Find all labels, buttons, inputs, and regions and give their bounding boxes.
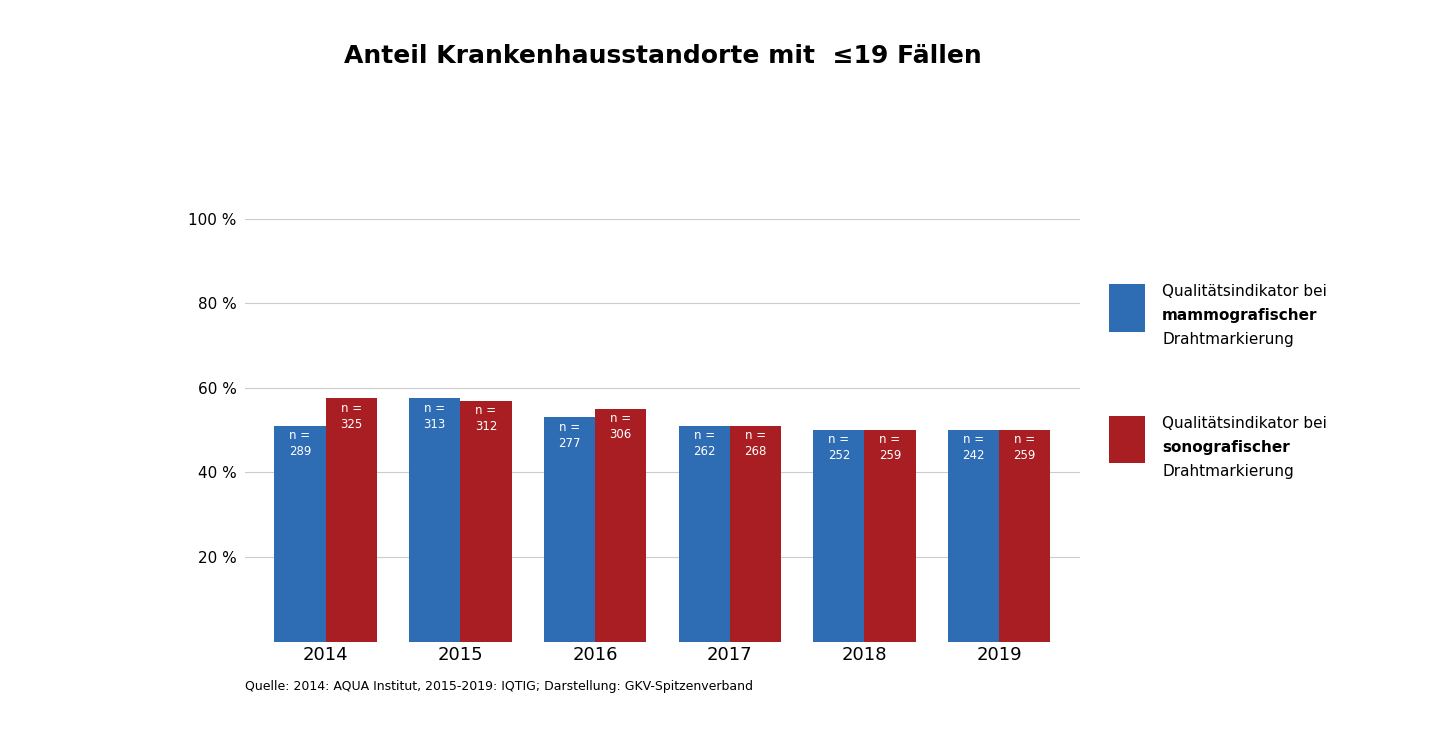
Text: Anteil Krankenhausstandorte mit  ≤19 Fällen: Anteil Krankenhausstandorte mit ≤19 Fäll… <box>344 44 981 68</box>
Text: n =
325: n = 325 <box>340 402 363 431</box>
Bar <box>595 409 647 642</box>
Text: n =
289: n = 289 <box>289 429 311 459</box>
Bar <box>1109 416 1145 463</box>
Bar <box>461 400 511 642</box>
Bar <box>864 430 916 642</box>
Text: n =
262: n = 262 <box>693 429 716 459</box>
Bar <box>948 430 999 642</box>
Text: n =
259: n = 259 <box>1014 434 1035 462</box>
Bar <box>678 426 730 642</box>
Bar <box>275 426 325 642</box>
Bar <box>814 430 864 642</box>
Text: n =
252: n = 252 <box>828 434 850 462</box>
Text: n =
277: n = 277 <box>559 421 580 450</box>
Text: sonografischer: sonografischer <box>1162 440 1290 455</box>
Text: Qualitätsindikator bei: Qualitätsindikator bei <box>1162 284 1326 300</box>
Text: n =
268: n = 268 <box>744 429 766 459</box>
Bar <box>1109 284 1145 332</box>
Bar <box>730 426 780 642</box>
Text: n =
313: n = 313 <box>423 402 446 431</box>
Text: Qualitätsindikator bei: Qualitätsindikator bei <box>1162 416 1326 431</box>
Text: n =
306: n = 306 <box>609 413 632 441</box>
Bar <box>325 398 377 642</box>
Text: Drahtmarkierung: Drahtmarkierung <box>1162 464 1293 479</box>
Text: Quelle: 2014: AQUA Institut, 2015-2019: IQTIG; Darstellung: GKV-Spitzenverband: Quelle: 2014: AQUA Institut, 2015-2019: … <box>245 679 753 693</box>
Bar <box>999 430 1050 642</box>
Text: Drahtmarkierung: Drahtmarkierung <box>1162 332 1293 348</box>
Text: n =
312: n = 312 <box>475 404 497 433</box>
Text: mammografischer: mammografischer <box>1162 308 1318 324</box>
Bar <box>544 418 595 642</box>
Text: n =
259: n = 259 <box>878 434 901 462</box>
Text: n =
242: n = 242 <box>962 434 985 462</box>
Bar <box>409 398 461 642</box>
